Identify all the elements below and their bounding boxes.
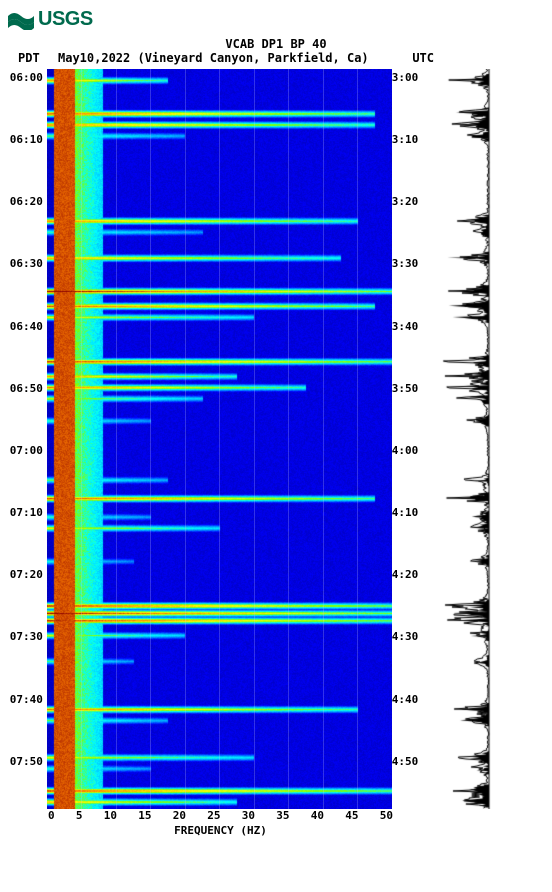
y-tick-left: 06:30 [8,257,43,270]
x-tick: 50 [380,809,393,822]
usgs-logo: USGS [8,8,544,31]
y-tick-left: 06:40 [8,320,43,333]
x-tick: 30 [242,809,255,822]
x-tick: 35 [276,809,289,822]
y-tick-left: 07:10 [8,506,43,519]
x-tick: 15 [138,809,151,822]
x-axis-ticks: 0 5 10 15 20 25 30 35 40 45 50 [48,809,393,822]
x-tick: 10 [104,809,117,822]
wave-icon [8,10,34,30]
x-tick: 20 [173,809,186,822]
tz-left: PDT [18,51,58,65]
x-axis-label: FREQUENCY (HZ) [48,824,393,837]
logo-text: USGS [38,8,93,31]
spectrogram [47,69,381,809]
tz-right: UTC [384,51,434,65]
x-tick: 0 [48,809,55,822]
y-tick-left: 06:20 [8,195,43,208]
y-tick-left: 07:20 [8,568,43,581]
date-location: May10,2022 (Vineyard Canyon, Parkfield, … [58,51,369,65]
y-tick-left: 07:30 [8,630,43,643]
x-tick: 45 [345,809,358,822]
chart-area: 06:00 06:10 06:20 06:30 06:40 06:50 07:00 07:10… [8,69,544,809]
waveform [434,69,544,809]
y-tick-left: 06:10 [8,133,43,146]
x-tick: 25 [207,809,220,822]
y-tick-left: 07:40 [8,693,43,706]
chart-title: VCAB DP1 BP 40 [8,37,544,51]
x-tick: 5 [76,809,83,822]
y-axis-pdt: 06:00 06:10 06:20 06:30 06:40 06:50 07:00 07:10… [8,69,47,809]
y-tick-left: 07:50 [8,755,43,768]
y-tick-left: 07:00 [8,444,43,457]
x-tick: 40 [311,809,324,822]
x-axis: 0 5 10 15 20 25 30 35 40 45 50 FREQUENCY (HZ) [8,809,544,837]
y-tick-left: 06:00 [8,71,43,84]
chart-subheader: PDT May10,2022 (Vineyard Canyon, Parkfie… [8,51,544,65]
y-tick-left: 06:50 [8,382,43,395]
